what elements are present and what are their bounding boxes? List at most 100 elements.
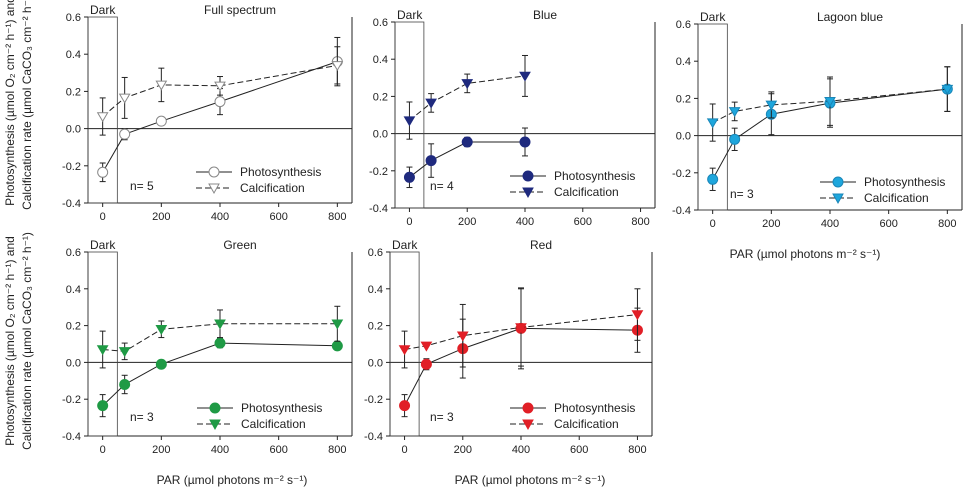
y-tick-label: 0.4 (368, 284, 383, 296)
y-tick-label: 0.4 (676, 56, 691, 68)
calcification-point (331, 319, 344, 330)
photosynthesis-point (519, 136, 531, 148)
chart-title: Lagoon blue (817, 10, 883, 24)
y-axis-label-line1: Photosynthesis (µmol O₂ cm⁻² h⁻¹) and (3, 0, 17, 206)
legend-label-calcification: Calcification (240, 181, 305, 195)
photosynthesis-line (102, 342, 338, 406)
calcification-point (631, 310, 644, 321)
y-tick-label: 0.2 (676, 93, 691, 105)
photosynthesis-point (119, 128, 131, 140)
chart-title: Red (530, 238, 552, 252)
dark-label: Dark (392, 238, 418, 252)
photosynthesis-point (707, 173, 719, 185)
legend-label-calcification: Calcification (554, 185, 619, 199)
y-tick-label: 0.0 (368, 357, 383, 369)
legend-label-photosynthesis: Photosynthesis (554, 401, 635, 415)
x-axis-label-lagoon: PAR (µmol photons m⁻² s⁻¹) (730, 247, 881, 261)
y-tick-label: 0.0 (373, 129, 388, 141)
photosynthesis-point (331, 340, 343, 352)
legend-marker-calcification (209, 419, 221, 431)
photosynthesis-point (97, 400, 109, 412)
x-tick-label: 400 (211, 211, 229, 223)
y-tick-label: -0.4 (62, 431, 81, 443)
calcification-point (96, 345, 109, 356)
y-tick-label: -0.2 (369, 166, 388, 178)
x-tick-label: 200 (152, 211, 170, 223)
x-tick-label: 200 (458, 216, 476, 228)
x-tick-label: 600 (879, 218, 897, 230)
photosynthesis-point (214, 337, 226, 349)
y-tick-label: 0.0 (66, 124, 81, 136)
y-tick-label: -0.2 (62, 161, 81, 173)
x-tick-label: 600 (269, 211, 287, 223)
x-tick-label: 400 (211, 444, 229, 456)
calcification-point (214, 81, 226, 92)
dark-label: Dark (90, 238, 116, 252)
calcification-point (456, 331, 469, 342)
x-tick-label: 600 (570, 444, 588, 456)
x-tick-label: 0 (710, 218, 716, 230)
photosynthesis-point (461, 136, 473, 148)
calcification-point (425, 98, 437, 109)
chart-title: Full spectrum (204, 3, 276, 17)
y-tick-label: 0.6 (368, 247, 383, 259)
calcification-point (155, 325, 168, 336)
calcification-point (118, 347, 131, 358)
x-tick-label: 0 (401, 444, 407, 456)
y-axis-label-line2: Calcification rate (µmol CaCO₃ cm⁻² h⁻¹) (20, 232, 34, 450)
photosynthesis-point (97, 166, 109, 178)
y-tick-label: -0.4 (62, 198, 81, 210)
y-axis-label-bottom: Photosynthesis (µmol O₂ cm⁻² h⁻¹) and Ca… (3, 232, 34, 450)
legend-marker-photosynthesis (209, 402, 221, 414)
calcification-point (118, 93, 131, 104)
y-axis-label-line2: Calcification rate (µmol CaCO₃ cm⁻² h⁻¹) (20, 0, 34, 210)
dark-label: Dark (90, 3, 116, 17)
y-tick-label: 0.6 (676, 19, 691, 31)
dark-label: Dark (700, 10, 726, 24)
calcification-point (728, 107, 741, 118)
calcification-point (824, 96, 836, 107)
dark-label: Dark (397, 8, 423, 22)
chart-panel-red: Dark Red -0.4 -0.2 0.0 0.2 0.4 0.6 0 200 400 600 800… (364, 238, 653, 456)
calcification-point (765, 100, 778, 111)
legend-marker-calcification (208, 183, 220, 195)
y-tick-label: -0.2 (672, 168, 691, 180)
photosynthesis-point (155, 115, 167, 127)
y-tick-label: 0.6 (373, 17, 388, 29)
x-axis-label-red: PAR (µmol photons m⁻² s⁻¹) (455, 473, 606, 487)
n-label: n= 3 (130, 410, 154, 424)
photosynthesis-point (729, 133, 741, 145)
photosynthesis-point (399, 400, 411, 412)
x-tick-label: 0 (100, 444, 106, 456)
x-tick-label: 800 (328, 444, 346, 456)
calcification-point (331, 61, 344, 72)
x-tick-label: 400 (516, 216, 534, 228)
calcification-point (96, 112, 109, 123)
legend-label-photosynthesis: Photosynthesis (554, 169, 635, 183)
calcification-line (409, 75, 526, 121)
x-tick-label: 400 (821, 218, 839, 230)
y-tick-label: 0.0 (676, 131, 691, 143)
legend-marker-calcification (522, 419, 534, 431)
calcification-point (461, 79, 474, 90)
photosynthesis-point (119, 378, 131, 390)
y-tick-label: 0.2 (368, 321, 383, 333)
photosynthesis-line (409, 141, 525, 178)
legend-label-photosynthesis: Photosynthesis (240, 165, 321, 179)
y-axis-label-top: Photosynthesis (µmol O₂ cm⁻² h⁻¹) and Ca… (3, 0, 34, 210)
x-tick-label: 800 (628, 444, 646, 456)
y-tick-label: 0.2 (373, 91, 388, 103)
x-tick-label: 600 (269, 444, 287, 456)
y-tick-label: 0.4 (66, 49, 81, 61)
y-tick-label: -0.4 (369, 203, 388, 215)
y-axis-label-line1: Photosynthesis (µmol O₂ cm⁻² h⁻¹) and (3, 236, 17, 446)
photosynthesis-point (403, 171, 415, 183)
x-tick-label: 400 (512, 444, 530, 456)
chart-panel-green: Dark Green -0.4 -0.2 0.0 0.2 0.4 0.6 0 200 400 600 8… (62, 238, 353, 456)
legend-marker-photosynthesis (208, 166, 220, 178)
n-label: n= 3 (430, 410, 454, 424)
x-tick-label: 800 (938, 218, 956, 230)
chart-title: Blue (533, 8, 557, 22)
y-tick-label: -0.2 (62, 394, 81, 406)
calcification-point (214, 319, 226, 330)
